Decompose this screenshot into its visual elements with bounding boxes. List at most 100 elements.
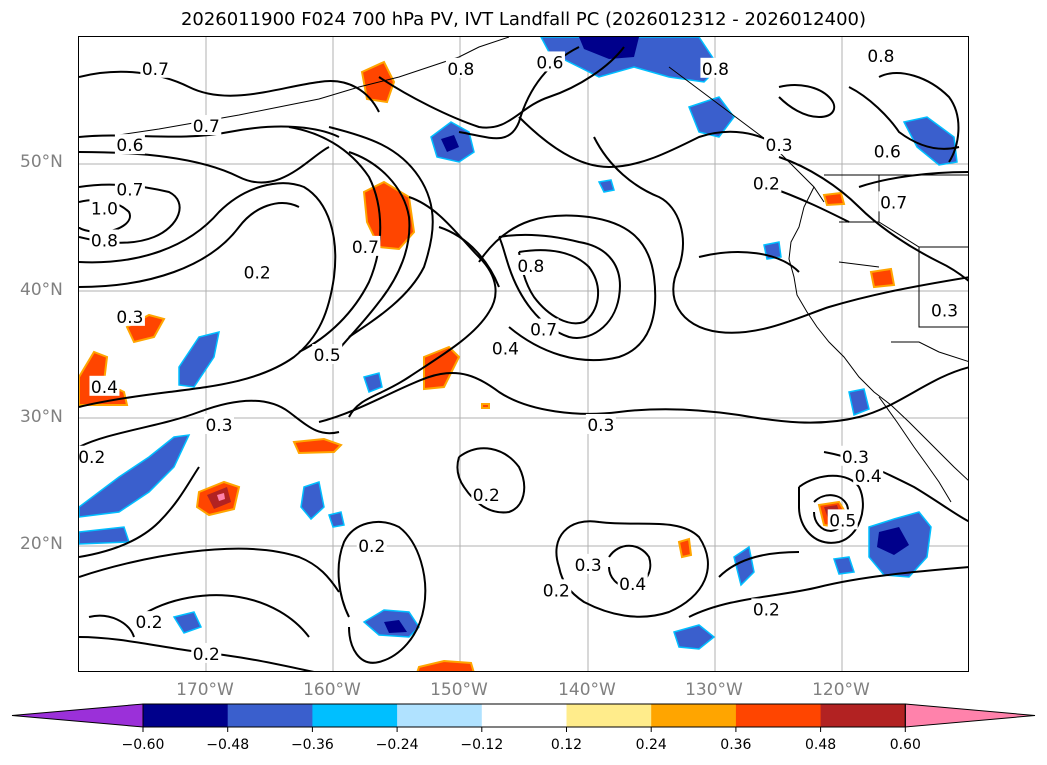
shade-negative [441,135,459,152]
colorbar-segments [11,703,1036,728]
shade-negative [384,620,407,633]
contour-label: 0.8 [867,47,894,67]
contour-label-bg [89,375,120,396]
contour-label-bg [515,254,546,275]
contour-line [848,86,960,150]
colorbar-tick-label: 0.48 [805,737,837,753]
contour-label-bg [114,305,145,326]
shade-positive [822,191,846,207]
shade-negative [300,481,325,521]
contour-label-bg [700,57,731,78]
contour-label: 0.7 [880,193,907,213]
contour-label: 0.2 [244,263,271,283]
contour-label-bg [751,172,782,193]
contour-label-bg [840,445,871,466]
contour-line [378,46,625,129]
colorbar-tick-label: 0.60 [889,737,921,753]
contour-label-bg [114,178,145,199]
colorbar-segment [481,704,567,727]
contour-label-bg [350,235,381,256]
shade-negative [902,116,958,166]
contour-label: 0.7 [142,60,169,80]
contour-label-bg [872,140,903,161]
shade-negative [848,388,870,417]
shade-negative [597,179,615,193]
colorbar-ticklines [142,727,906,732]
shade-negative [579,37,639,59]
contour-label-bg [471,483,502,504]
contour-line [778,84,836,119]
contour-label: 0.5 [314,346,341,366]
contour-line [438,226,500,288]
colorbar-tick-label: −0.12 [460,737,504,753]
contour-label: 0.7 [193,117,220,137]
shade-negative [79,434,191,518]
contour-line [337,521,427,664]
colorbar-extend-max [904,703,1036,728]
lon-label-170w: 170°W [176,680,234,700]
contour-label: 0.7 [530,321,557,341]
contour-label-bg [541,579,572,600]
coastline-alaska-panhandle [668,66,825,203]
contour-label-bg [751,598,782,619]
colorbar-segment [820,704,906,727]
colorbar-segment [397,704,483,727]
contour-line [478,214,657,362]
contour-line [138,594,310,638]
contour-label: 0.4 [619,575,646,595]
contour-label-bg [853,464,884,485]
border-states [838,175,968,328]
shade-negative [833,556,855,575]
shade-positive [125,313,166,344]
contour-label-bg [312,344,343,364]
contour-line [79,547,340,593]
contour-label-bg [764,134,795,155]
colorbar-segment [312,704,398,727]
map-title: 2026011900 F024 700 hPa PV, IVT Landfall… [180,9,867,30]
colorbar-tick-label: −0.36 [290,737,334,753]
coastlines [79,37,968,503]
colorbar-tick-label: −0.48 [206,737,250,753]
contour-line [698,251,800,273]
shade-positive [416,659,475,671]
contour-label-bg [585,413,616,434]
contour-label: 0.7 [116,181,143,201]
contour-label: 0.6 [116,136,143,156]
lon-label-120w: 120°W [812,680,870,700]
contour-line [318,366,968,424]
colorbar [11,703,1036,732]
colorbar-tick-label: −0.60 [121,737,165,753]
contour-label: 0.2 [358,537,385,557]
contour-line [858,171,968,188]
shade-negative [673,624,716,650]
contour-label: 0.2 [753,600,780,620]
border-us-mexico [891,341,968,362]
contour-labels: 0.70.70.60.71.00.80.20.30.40.30.20.70.50… [79,45,960,665]
contour-label-bg [89,229,120,250]
pv-contours [79,46,968,671]
contour-line [778,156,968,282]
colorbar-tick-label: 0.24 [635,737,667,753]
shade-positive [869,267,896,289]
contour-line [79,202,300,288]
contour-label: 0.2 [193,645,220,665]
contour-line [518,116,780,169]
contour-label: 0.2 [79,448,105,468]
lon-label-160w: 160°W [303,680,361,700]
contour-line [88,614,135,638]
map-panel[interactable]: 0.7 0.7 0.6 0.7 1.0 0.8 0.2 0.3 0.4 0.3 0.2 0.7 0.5 0… [78,36,969,672]
contour-label: 0.2 [753,174,780,194]
contour-line [555,520,709,618]
shade-positive [677,537,693,559]
contour-label-bg [878,191,909,212]
shade-positive [292,437,343,455]
shade-negative [178,330,220,388]
contour-label: 0.2 [135,613,162,633]
contour-line [688,566,968,618]
contour-line [79,399,340,448]
contour-label: 0.6 [536,53,563,73]
shade-negative [733,545,755,587]
contour-label: 0.3 [931,301,958,321]
coastline-baja [878,396,952,503]
contour-line [333,151,411,356]
